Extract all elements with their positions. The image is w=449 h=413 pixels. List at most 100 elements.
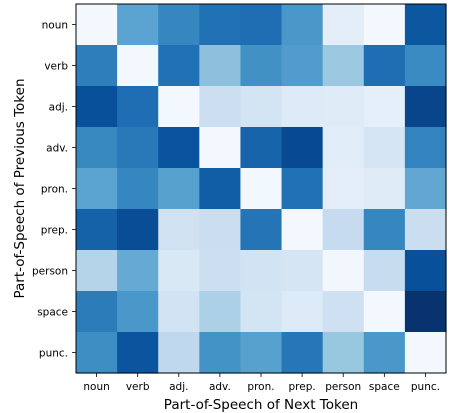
heatmap-cell [281, 209, 324, 251]
heatmap-cell [404, 4, 447, 46]
y-tick-label: prep. [41, 224, 68, 236]
x-tick-label: noun [83, 381, 109, 393]
heatmap-cell [117, 250, 159, 292]
heatmap-cell [199, 86, 242, 128]
heatmap-cell [76, 291, 118, 333]
heatmap-cell [158, 127, 200, 169]
heatmap-cell [76, 4, 118, 46]
x-tick-label: pron. [247, 381, 274, 393]
x-tick-label: prep. [289, 381, 316, 393]
heatmap-cell [158, 168, 200, 210]
y-tick-label: pron. [41, 183, 68, 195]
heatmap-cell [76, 250, 118, 292]
heatmap-cell [117, 291, 159, 333]
heatmap-cell [281, 127, 324, 169]
y-axis: noun verb adj. adv. pron. prep. person space pun… [32, 19, 76, 359]
y-tick-label: person [32, 265, 68, 277]
heatmap-cell [240, 332, 283, 374]
heatmap-cell [76, 332, 118, 374]
heatmap-cell [240, 45, 283, 87]
heatmap-cell [363, 250, 406, 292]
heatmap-cell [199, 45, 242, 87]
heatmap-cell [363, 209, 406, 251]
heatmap-cell [240, 291, 283, 333]
heatmap-cell [199, 4, 242, 46]
heatmap-cell [117, 332, 159, 374]
x-tick-label: adv. [209, 381, 231, 393]
heatmap-cell [404, 168, 447, 210]
heatmap-cell [404, 86, 447, 128]
heatmap-cell [240, 4, 283, 46]
heatmap-cell [158, 332, 200, 374]
heatmap-cell [404, 332, 447, 374]
heatmap-cell [363, 4, 406, 46]
heatmap-cell [199, 168, 242, 210]
x-tick-label: person [325, 381, 361, 393]
heatmap-cell [363, 86, 406, 128]
heatmap-cell [281, 250, 324, 292]
heatmap-cell [76, 86, 118, 128]
heatmap-cell [281, 332, 324, 374]
heatmap-cell [404, 45, 447, 87]
heatmap-cell [281, 4, 324, 46]
heatmap-cell [240, 209, 283, 251]
heatmap-cell [199, 291, 242, 333]
heatmap-cell [76, 45, 118, 87]
heatmap-cell [281, 291, 324, 333]
heatmap-cell [117, 168, 159, 210]
heatmap-cell [404, 250, 447, 292]
heatmap-cell [322, 86, 365, 128]
heatmap-cell [76, 127, 118, 169]
heatmap-cell [322, 332, 365, 374]
heatmap-cell [363, 45, 406, 87]
heatmap-cell [363, 168, 406, 210]
heatmap-cell [117, 209, 159, 251]
heatmap-cell [76, 168, 118, 210]
heatmap-cells [76, 4, 447, 374]
heatmap-cell [404, 209, 447, 251]
y-axis-label: Part-of-Speech of Previous Token [12, 79, 28, 299]
heatmap-cell [322, 127, 365, 169]
heatmap-cell [158, 45, 200, 87]
heatmap-cell [322, 168, 365, 210]
x-tick-label: adj. [169, 381, 188, 393]
y-tick-label: adj. [49, 101, 68, 113]
heatmap-cell [363, 291, 406, 333]
heatmap-cell [199, 209, 242, 251]
heatmap-cell [240, 127, 283, 169]
heatmap-cell [158, 4, 200, 46]
heatmap-cell [158, 86, 200, 128]
heatmap-cell [240, 86, 283, 128]
y-tick-label: verb [44, 60, 68, 72]
heatmap-cell [363, 332, 406, 374]
heatmap-cell [281, 45, 324, 87]
heatmap-cell [117, 4, 159, 46]
y-tick-label: adv. [46, 142, 68, 154]
heatmap-cell [240, 250, 283, 292]
heatmap-cell [322, 209, 365, 251]
x-tick-label: punc. [411, 381, 440, 393]
y-tick-label: punc. [39, 347, 68, 359]
heatmap-cell [76, 209, 118, 251]
heatmap-cell [363, 127, 406, 169]
heatmap-cell [404, 127, 447, 169]
heatmap-cell [281, 168, 324, 210]
heatmap-cell [117, 127, 159, 169]
heatmap-cell [117, 45, 159, 87]
heatmap-cell [199, 127, 242, 169]
x-tick-label: space [369, 381, 400, 393]
heatmap-cell [322, 45, 365, 87]
heatmap-cell [281, 86, 324, 128]
heatmap-cell [322, 291, 365, 333]
x-axis: noun verb adj. adv. pron. prep. person space pun… [83, 373, 440, 393]
heatmap-cell [158, 209, 200, 251]
y-tick-label: noun [42, 19, 68, 31]
heatmap-cell [158, 291, 200, 333]
heatmap-cell [117, 86, 159, 128]
heatmap-cell [199, 332, 242, 374]
heatmap-cell [158, 250, 200, 292]
x-tick-label: verb [126, 381, 150, 393]
heatmap-cell [322, 250, 365, 292]
heatmap-cell [199, 250, 242, 292]
